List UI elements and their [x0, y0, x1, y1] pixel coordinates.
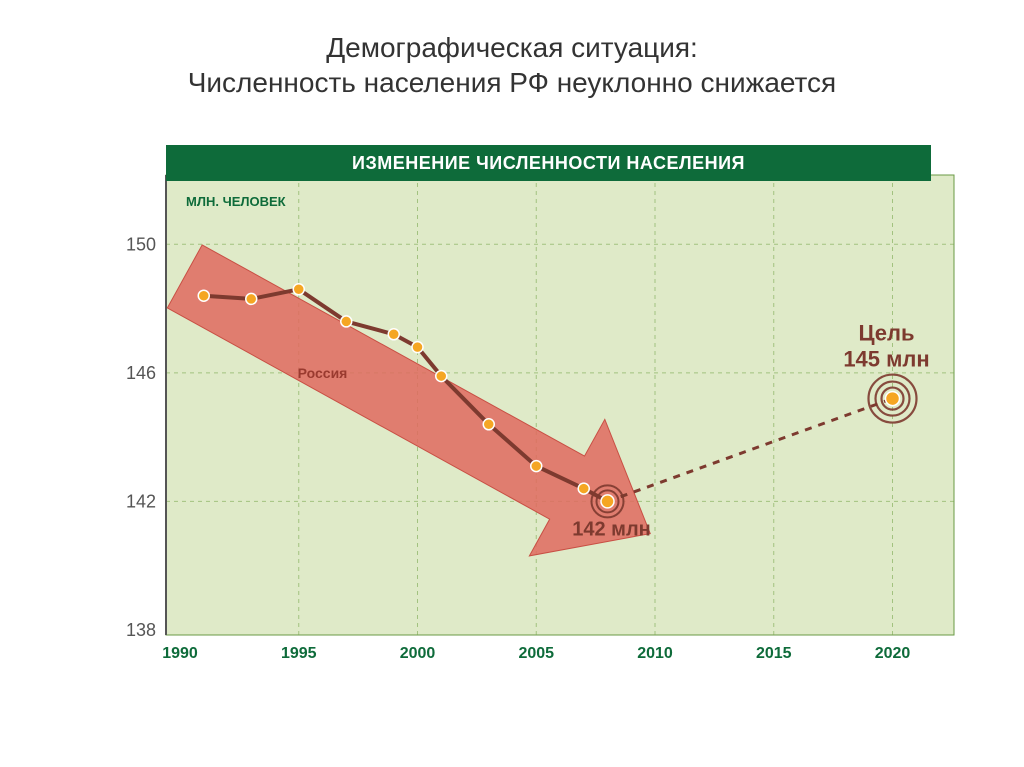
title-line-2: Численность населения РФ неуклонно снижа…	[188, 67, 836, 98]
data-point	[578, 483, 589, 494]
title-line-1: Демографическая ситуация:	[326, 32, 698, 63]
russia-label: Россия	[298, 365, 348, 381]
x-tick-label: 2010	[637, 645, 673, 662]
data-point	[246, 293, 257, 304]
unit-label: МЛН. ЧЕЛОВЕК	[186, 194, 286, 209]
x-tick-label: 1990	[162, 645, 198, 662]
data-point	[483, 419, 494, 430]
data-point	[293, 284, 304, 295]
x-tick-label: 1995	[281, 645, 317, 662]
chart-header: ИЗМЕНЕНИЕ ЧИСЛЕННОСТИ НАСЕЛЕНИЯ	[166, 145, 931, 181]
target-label-line1: Цель	[858, 321, 914, 346]
y-tick-label: 150	[126, 234, 156, 254]
target-label-line2: 145 млн	[843, 347, 929, 372]
data-point	[531, 461, 542, 472]
data-point	[412, 342, 423, 353]
data-point	[341, 316, 352, 327]
x-tick-label: 2015	[756, 645, 792, 662]
page-title: Демографическая ситуация: Численность на…	[0, 30, 1024, 100]
page: Демографическая ситуация: Численность на…	[0, 0, 1024, 767]
value-label-142: 142 млн	[572, 518, 651, 540]
x-tick-label: 2020	[875, 645, 911, 662]
x-tick-label: 2000	[400, 645, 436, 662]
data-point	[198, 290, 209, 301]
y-tick-label: 138	[126, 620, 156, 640]
y-tick-label: 146	[126, 363, 156, 383]
population-chart: 138 142 146 150 1990 1995 2000 2005 2010 2015 2020…	[120, 150, 960, 710]
y-tick-label: 142	[126, 491, 156, 511]
x-tick-label: 2005	[518, 645, 554, 662]
data-point	[388, 329, 399, 340]
data-point	[436, 371, 447, 382]
